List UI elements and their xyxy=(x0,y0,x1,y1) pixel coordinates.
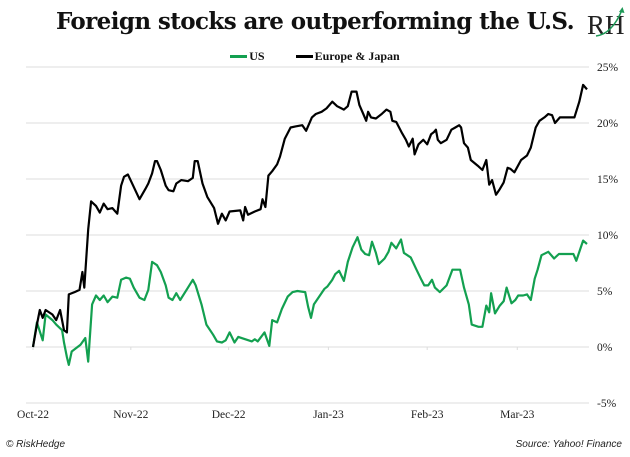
logo-arrow-curve xyxy=(595,9,623,37)
logo-text: RH xyxy=(587,10,625,40)
source-text: Source: Yahoo! Finance xyxy=(515,439,622,450)
legend-item-us: US xyxy=(230,49,265,64)
logo-arrow-head xyxy=(619,7,625,13)
legend-item-europe-japan: Europe & Japan xyxy=(295,49,400,64)
x-tick-label: Dec-22 xyxy=(212,409,246,421)
y-tick-label: 0% xyxy=(597,342,613,354)
series-line-europe-japan xyxy=(31,83,588,348)
gridlines xyxy=(26,66,589,404)
copyright-text: © RiskHedge xyxy=(6,439,66,450)
y-tick-label: 5% xyxy=(597,286,613,298)
riskhedge-logo: RH xyxy=(587,7,625,40)
legend-swatch-us xyxy=(230,55,248,58)
y-tick-label: 15% xyxy=(597,174,619,186)
y-tick-label: 10% xyxy=(597,230,619,242)
y-tick-label: 20% xyxy=(597,118,619,130)
legend-label-us: US xyxy=(249,49,265,63)
x-tick-label: Jan-23 xyxy=(313,409,344,421)
x-tick-label: Feb-23 xyxy=(411,409,444,421)
x-tick-label: Oct-22 xyxy=(17,409,49,421)
chart-title: Foreign stocks are outperforming the U.S… xyxy=(55,8,575,35)
x-axis: Oct-22 Nov-22 Dec-22 Jan-23 Feb-23 Mar-23 xyxy=(17,347,535,421)
x-tick-label: Mar-23 xyxy=(500,409,535,421)
y-tick-label: 25% xyxy=(597,62,619,74)
legend-label-europe-japan: Europe & Japan xyxy=(314,49,400,63)
series-line-us xyxy=(31,236,588,366)
x-tick-label: Nov-22 xyxy=(113,409,148,421)
y-tick-label: -5% xyxy=(597,398,617,410)
y-axis: 25% 20% 15% 10% 5% 0% -5% xyxy=(597,62,619,410)
legend-swatch-europe-japan xyxy=(295,55,313,58)
series-lines xyxy=(31,83,588,366)
legend: US Europe & Japan xyxy=(0,47,630,64)
